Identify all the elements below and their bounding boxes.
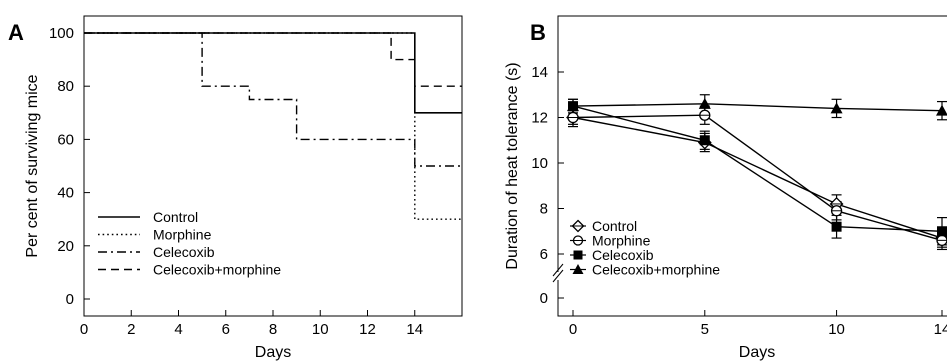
x-tick-label-a: 14 — [406, 321, 423, 338]
y-tick-label-b: 14 — [531, 64, 548, 81]
series-line-a-3 — [84, 32, 462, 87]
legend-label-b: Control — [592, 218, 637, 234]
y-tick-label-a: 20 — [57, 238, 74, 255]
x-tick-label-a: 4 — [174, 321, 182, 338]
y-tick-label-b: 12 — [531, 110, 548, 127]
y-tick-label-b: 8 — [540, 201, 548, 218]
x-tick-label-a: 12 — [359, 321, 376, 338]
legend-label-a: Control — [153, 209, 198, 225]
data-point-filled-triangle — [830, 102, 843, 114]
legend-label-b: Celecoxib+morphine — [592, 262, 720, 278]
data-point-filled-triangle — [698, 97, 711, 109]
series-line-a-2 — [84, 32, 462, 167]
axis-break-mark — [552, 269, 564, 283]
x-tick-label-b: 0 — [569, 321, 577, 338]
y-tick-label-a: 60 — [57, 131, 74, 148]
x-tick-label-a: 10 — [312, 321, 329, 338]
data-point-filled-triangle — [936, 104, 947, 116]
legend-label-b: Celecoxib — [592, 247, 654, 263]
data-point-filled-square — [937, 226, 947, 237]
legend-label-a: Celecoxib — [153, 244, 215, 260]
y-tick-label-a: 0 — [66, 291, 74, 308]
x-tick-label-b: 14 — [934, 321, 947, 338]
x-tick-label-a: 2 — [127, 321, 135, 338]
x-tick-label-b: 10 — [828, 321, 845, 338]
y-tick-label-b: 6 — [540, 246, 548, 263]
series-line-b-0 — [572, 116, 943, 239]
y-tick-label-a: 100 — [49, 25, 74, 42]
panel-label-b: B — [530, 20, 546, 45]
series-line-b-1 — [572, 114, 943, 242]
y-axis-title-a: Per cent of surviving mice — [24, 74, 41, 257]
y-tick-label-a: 40 — [57, 185, 74, 202]
y-tick-label-b: 0 — [540, 290, 548, 307]
series-line-a-1 — [84, 32, 462, 220]
data-point-filled-square — [831, 221, 842, 232]
x-tick-label-a: 0 — [80, 321, 88, 338]
data-point-filled-square — [699, 135, 710, 146]
y-tick-label-a: 80 — [57, 78, 74, 95]
legend-label-a: Morphine — [153, 227, 212, 243]
x-tick-label-b: 5 — [701, 321, 709, 338]
legend-label-a: Celecoxib+morphine — [153, 262, 281, 278]
series-line-b-3 — [572, 103, 943, 112]
axis-break-mark — [552, 263, 564, 277]
panel-label-a: A — [8, 20, 24, 45]
x-tick-label-a: 8 — [269, 321, 277, 338]
legend-label-b: Morphine — [592, 233, 651, 249]
plot-frame-b — [557, 15, 947, 317]
series-line-b-2 — [572, 105, 943, 232]
data-point-filled-triangle — [567, 100, 579, 112]
panel-b: B 0 6 8 10 12 14 0 5 10 14 Days Duration of heat tol… — [504, 15, 947, 361]
series-line-a-0 — [84, 32, 462, 114]
legend-marker-filled-triangle — [572, 264, 584, 274]
y-tick-label-b: 10 — [531, 155, 548, 172]
x-axis-title-b: Days — [739, 344, 775, 361]
legend-marker-filled-square — [573, 250, 583, 260]
x-axis-title-a: Days — [255, 344, 291, 361]
panel-a: A 0 20 40 60 80 100 0 2 4 6 8 10 12 14 Days Per cent of … — [8, 15, 463, 361]
x-tick-label-a: 6 — [222, 321, 230, 338]
y-axis-title-b: Duration of heat tolerance (s) — [504, 62, 521, 269]
